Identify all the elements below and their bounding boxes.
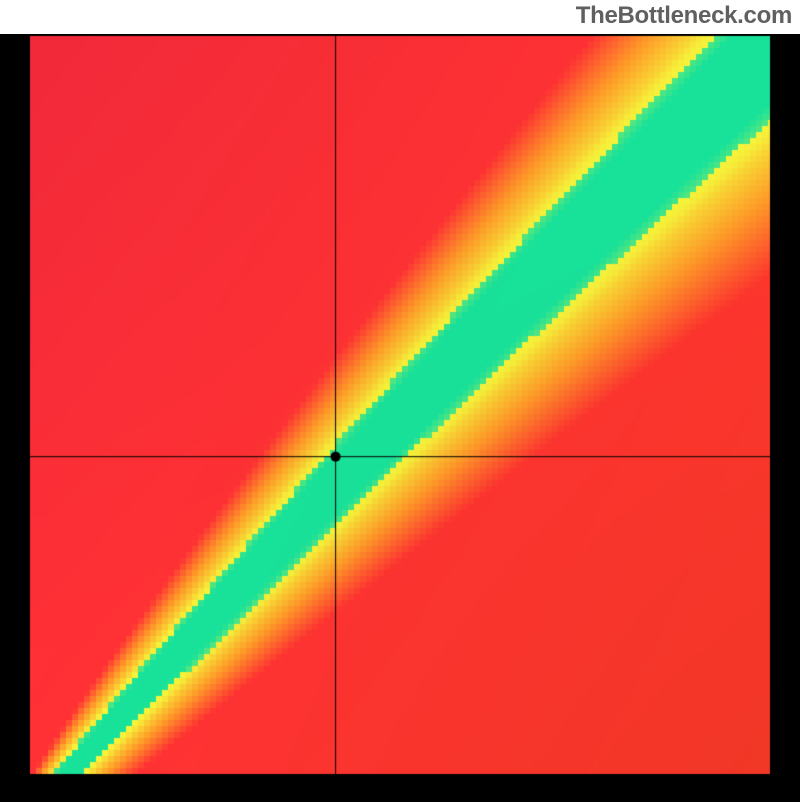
- plot-frame: [0, 34, 800, 802]
- watermark-text: TheBottleneck.com: [576, 0, 800, 34]
- heatmap-canvas: [0, 34, 800, 802]
- chart-container: TheBottleneck.com: [0, 0, 800, 800]
